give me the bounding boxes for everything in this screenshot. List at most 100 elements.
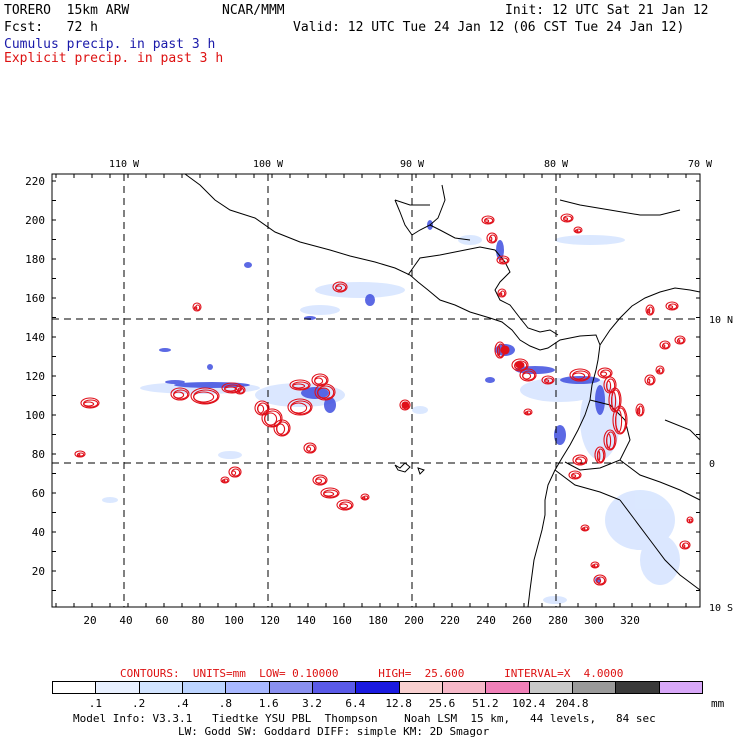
y-tick-label: 180	[25, 253, 45, 266]
legend-swatch	[138, 681, 183, 694]
legend-swatch	[442, 681, 487, 694]
precip-contour	[576, 228, 582, 233]
precip-contour	[323, 491, 335, 497]
precip-contour	[289, 379, 311, 391]
precip-contour	[571, 474, 577, 478]
precip-contour	[306, 446, 312, 452]
precip-contour	[524, 411, 529, 415]
precip-contour	[591, 564, 596, 568]
legend-swatch	[225, 681, 270, 694]
legend-label: .1	[88, 697, 102, 710]
legend-label: .2	[132, 697, 146, 710]
explicit-label: Explicit precip. in past 3 h	[4, 51, 224, 66]
precip-contour	[486, 232, 498, 244]
precip-contour	[195, 304, 201, 311]
precip-core	[500, 345, 510, 355]
precip-core	[401, 401, 409, 409]
x-tick-label: 300	[584, 614, 604, 627]
precip-contour	[498, 292, 503, 296]
legend-swatch	[658, 681, 703, 694]
x-tick-label: 200	[404, 614, 424, 627]
axis-ticks	[52, 174, 700, 607]
precip-contour	[668, 305, 674, 309]
lon-label-100w: 100 W	[253, 159, 284, 170]
precip-contour	[615, 409, 623, 433]
legend-label: .4	[175, 697, 189, 710]
precip-contour	[193, 306, 198, 310]
precip-contour	[311, 373, 329, 387]
precip-contour	[656, 369, 661, 373]
precip-contour	[76, 453, 81, 457]
precip-contour	[674, 335, 686, 345]
x-tick-label: 60	[155, 614, 168, 627]
precip-contour	[317, 387, 331, 399]
precip-contour	[228, 466, 242, 478]
precip-contour	[273, 419, 291, 437]
precip-contour	[170, 387, 190, 401]
legend-label: 6.4	[345, 697, 366, 710]
legend-label: .8	[218, 697, 232, 710]
cumulus-label: Cumulus precip. in past 3 h	[4, 37, 216, 52]
precip-core	[515, 361, 525, 369]
x-tick-label: 180	[368, 614, 388, 627]
precip-contour	[681, 544, 686, 548]
lon-label-110w: 110 W	[109, 159, 140, 170]
precip-contour	[80, 397, 100, 409]
precip-contour	[686, 519, 691, 523]
precip-contour	[596, 450, 601, 462]
precip-contour	[603, 429, 617, 451]
y-tick-label: 40	[32, 526, 45, 539]
precip-contour	[335, 285, 343, 291]
precip-contour	[481, 215, 495, 225]
precip-contour	[496, 255, 510, 265]
precip-contour	[399, 399, 411, 411]
x-tick-label: 80	[191, 614, 204, 627]
precip-contour	[563, 217, 569, 221]
precip-contour	[193, 391, 215, 403]
coastlines	[184, 173, 701, 608]
precip-contour	[315, 478, 323, 484]
precip-contour	[608, 387, 622, 413]
y-tick-label: 200	[25, 214, 45, 227]
precip-contour	[593, 563, 599, 568]
precip-contour	[220, 476, 230, 484]
precip-contour	[264, 412, 278, 426]
precip-contour	[572, 372, 586, 380]
precip-contour	[303, 442, 317, 454]
legend-label: 1.6	[258, 697, 279, 710]
y-tick-label: 60	[32, 487, 45, 500]
legend-unit: mm	[711, 697, 725, 710]
model-info: Model Info: V3.3.1 Tiedtke YSU PBL Thomp…	[73, 712, 656, 725]
precip-contour	[541, 375, 555, 385]
y-tick-labels: 220 200 180 160 140 120 100 80 60 40 20	[25, 175, 45, 578]
precip-contour	[600, 371, 608, 377]
precip-contour	[519, 368, 537, 382]
forecast-hour: Fcst: 72 h	[4, 20, 98, 35]
precip-contour	[686, 516, 694, 524]
precip-contour	[661, 344, 666, 348]
x-tick-label: 120	[260, 614, 280, 627]
y-tick-label: 220	[25, 175, 45, 188]
y-tick-label: 20	[32, 565, 45, 578]
precip-contour	[594, 446, 606, 464]
precip-contour	[659, 340, 671, 350]
legend-label: 12.8	[385, 697, 412, 710]
y-tick-label: 140	[25, 331, 45, 344]
x-tick-label: 240	[476, 614, 496, 627]
precip-contour	[236, 389, 241, 393]
precip-contour	[568, 470, 582, 480]
legend-swatch	[268, 681, 313, 694]
precip-contour	[635, 403, 645, 417]
precip-contour	[644, 374, 656, 386]
precip-contour	[488, 236, 493, 242]
model-title: TORERO 15km ARW	[4, 3, 130, 18]
x-tick-label: 160	[332, 614, 352, 627]
precip-contour	[363, 495, 369, 500]
precip-contour	[257, 404, 265, 414]
y-tick-label: 160	[25, 292, 45, 305]
precip-contour	[590, 561, 600, 569]
precip-contour	[574, 229, 579, 233]
precip-contour	[611, 391, 617, 411]
precip-contour	[312, 474, 328, 486]
